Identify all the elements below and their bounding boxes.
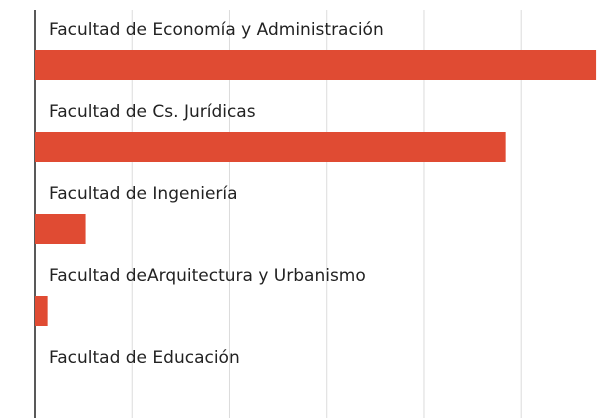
category-label: Facultad de Ingeniería: [49, 184, 238, 204]
bar: [35, 214, 86, 244]
bar: [35, 50, 597, 80]
bar: [35, 132, 506, 162]
category-label: Facultad de Educación: [49, 348, 240, 368]
category-label: Facultad de Cs. Jurídicas: [49, 102, 256, 122]
bar: [35, 296, 48, 326]
category-label: Facultad deArquitectura y Urbanismo: [49, 266, 366, 286]
category-label: Facultad de Economía y Administración: [49, 20, 384, 40]
